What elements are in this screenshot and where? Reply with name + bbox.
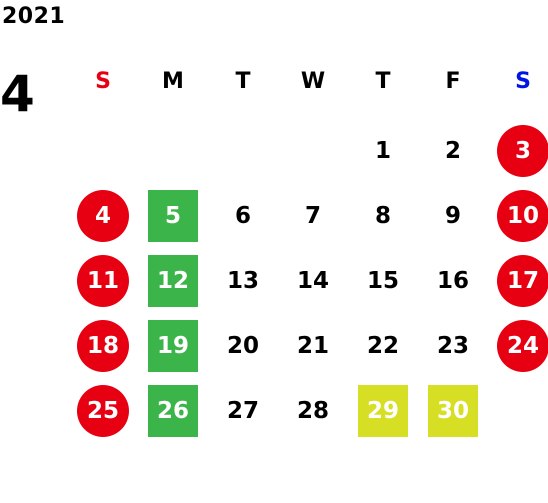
calendar-cell: 12 xyxy=(138,251,208,311)
calendar-cell xyxy=(278,121,348,181)
calendar-cell: 18 xyxy=(68,316,138,376)
calendar-day xyxy=(287,125,339,177)
holiday-day: 24 xyxy=(497,320,548,372)
green-day: 5 xyxy=(148,190,198,242)
calendar-day: 1 xyxy=(374,138,391,164)
calendar-cell: 13 xyxy=(208,251,278,311)
calendar-cell: 10 xyxy=(488,186,548,246)
green-day: 19 xyxy=(148,320,198,372)
calendar-cell: 15 xyxy=(348,251,418,311)
calendar-day: 15 xyxy=(366,268,399,294)
weekday-header: S M T W T F S xyxy=(68,51,548,111)
calendar-day: 21 xyxy=(296,333,329,359)
calendar-day: 2 xyxy=(444,138,461,164)
calendar-day: 13 xyxy=(226,268,259,294)
calendar-cell xyxy=(138,121,208,181)
calendar-day xyxy=(147,125,199,177)
calendar-week-5: 25 26 27 28 29 30 xyxy=(68,381,548,441)
calendar-day: 20 xyxy=(226,333,259,359)
calendar-cell: 29 xyxy=(348,381,418,441)
weekday-tuesday: T xyxy=(235,68,251,94)
calendar-day xyxy=(217,125,269,177)
holiday-day: 11 xyxy=(77,255,129,307)
calendar-day: 8 xyxy=(374,203,391,229)
calendar-cell: 24 xyxy=(488,316,548,376)
calendar-cell: 2 xyxy=(418,121,488,181)
calendar-day: 23 xyxy=(436,333,469,359)
holiday-day: 18 xyxy=(77,320,129,372)
calendar-cell: 21 xyxy=(278,316,348,376)
calendar-day: 14 xyxy=(296,268,329,294)
green-day: 12 xyxy=(148,255,198,307)
green-day: 26 xyxy=(148,385,198,437)
calendar-cell: 3 xyxy=(488,121,548,181)
weekday-sunday: S xyxy=(95,68,111,94)
calendar-cell xyxy=(488,381,548,441)
holiday-day: 3 xyxy=(497,125,548,177)
year-label: 2021 xyxy=(2,4,66,29)
calendar-cell: 20 xyxy=(208,316,278,376)
calendar-cell: 1 xyxy=(348,121,418,181)
calendar-week-4: 18 19 20 21 22 23 24 xyxy=(68,316,548,376)
calendar-cell: 27 xyxy=(208,381,278,441)
weekday-friday: F xyxy=(445,68,461,94)
calendar-week-1: 1 2 3 xyxy=(68,121,548,181)
calendar-day: 9 xyxy=(444,203,461,229)
calendar-cell: 19 xyxy=(138,316,208,376)
calendar-day xyxy=(497,385,548,437)
weekday-monday: M xyxy=(162,68,184,94)
calendar-cell: 17 xyxy=(488,251,548,311)
holiday-day: 4 xyxy=(77,190,129,242)
calendar-cell: 4 xyxy=(68,186,138,246)
weekday-saturday: S xyxy=(515,68,531,94)
weekday-thursday: T xyxy=(375,68,391,94)
calendar-cell: 25 xyxy=(68,381,138,441)
calendar-week-3: 11 12 13 14 15 16 17 xyxy=(68,251,548,311)
calendar-day xyxy=(77,125,129,177)
calendar-day: 7 xyxy=(304,203,321,229)
calendar-day: 28 xyxy=(296,398,329,424)
calendar-cell: 28 xyxy=(278,381,348,441)
calendar-cell: 30 xyxy=(418,381,488,441)
calendar-week-2: 4 5 6 7 8 9 10 xyxy=(68,186,548,246)
calendar-cell: 22 xyxy=(348,316,418,376)
calendar-day: 22 xyxy=(366,333,399,359)
holiday-day: 25 xyxy=(77,385,129,437)
calendar-cell: 26 xyxy=(138,381,208,441)
calendar-day: 6 xyxy=(234,203,251,229)
calendar-cell: 11 xyxy=(68,251,138,311)
holiday-day: 10 xyxy=(497,190,548,242)
calendar-cell: 6 xyxy=(208,186,278,246)
calendar-day: 27 xyxy=(226,398,259,424)
calendar-cell: 14 xyxy=(278,251,348,311)
yellow-day: 29 xyxy=(358,385,408,437)
holiday-day: 17 xyxy=(497,255,548,307)
yellow-day: 30 xyxy=(428,385,478,437)
calendar-cell: 5 xyxy=(138,186,208,246)
month-number: 4 xyxy=(0,65,35,123)
calendar-cell: 8 xyxy=(348,186,418,246)
calendar-cell: 23 xyxy=(418,316,488,376)
weekday-wednesday: W xyxy=(300,68,326,94)
calendar-day: 16 xyxy=(436,268,469,294)
calendar-cell xyxy=(208,121,278,181)
calendar-cell xyxy=(68,121,138,181)
calendar-cell: 7 xyxy=(278,186,348,246)
calendar-cell: 16 xyxy=(418,251,488,311)
calendar-cell: 9 xyxy=(418,186,488,246)
